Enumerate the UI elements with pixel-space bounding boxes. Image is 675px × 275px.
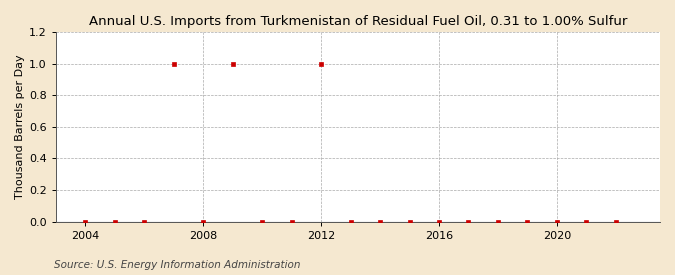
Title: Annual U.S. Imports from Turkmenistan of Residual Fuel Oil, 0.31 to 1.00% Sulfur: Annual U.S. Imports from Turkmenistan of…: [89, 15, 627, 28]
Text: Source: U.S. Energy Information Administration: Source: U.S. Energy Information Administ…: [54, 260, 300, 270]
Y-axis label: Thousand Barrels per Day: Thousand Barrels per Day: [15, 54, 25, 199]
